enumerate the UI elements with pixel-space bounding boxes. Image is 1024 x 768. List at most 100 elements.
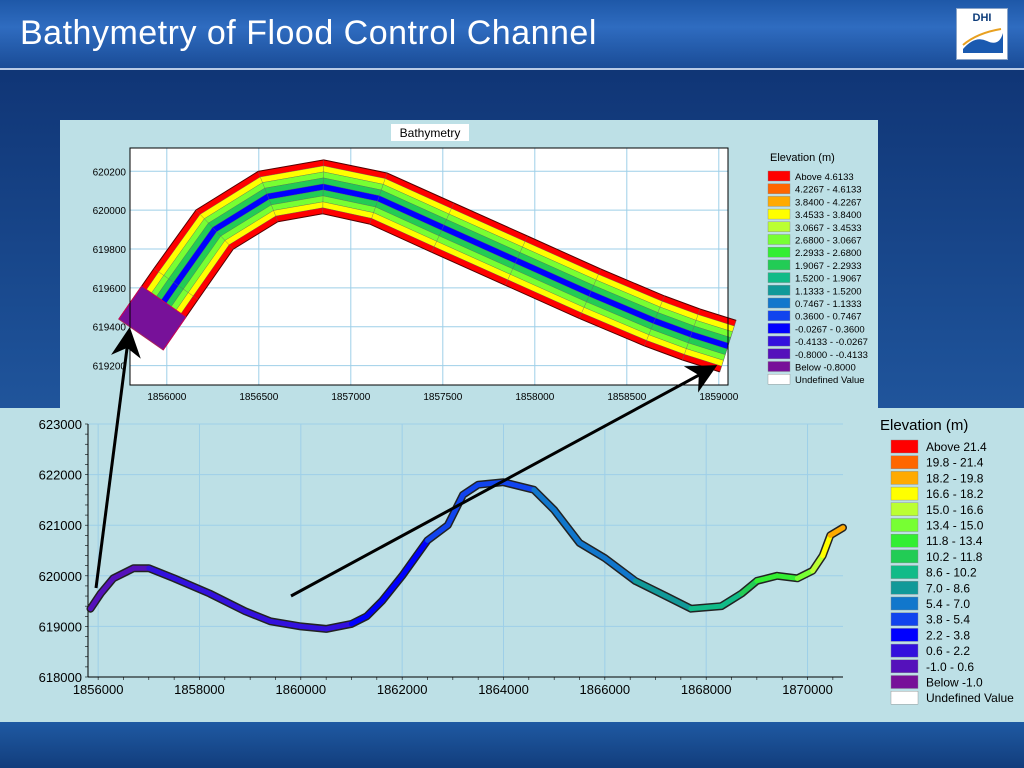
- channel-segment: [379, 573, 405, 604]
- callout-arrow-downstream: [290, 365, 718, 598]
- bottom-legend-swatch: [890, 565, 919, 579]
- bottom-y-tick-label: 619000: [39, 619, 82, 634]
- top-legend-swatch: [767, 348, 791, 359]
- bottom-legend-label: 13.4 - 15.0: [926, 519, 984, 533]
- top-y-tick-label: 619400: [93, 323, 127, 334]
- mesh-line: [682, 308, 701, 361]
- bottom-legend-label: 15.0 - 16.6: [926, 503, 984, 517]
- top-legend-label: Below -0.8000: [795, 363, 856, 374]
- mesh-line: [322, 159, 324, 214]
- bottom-legend-label: 7.0 - 8.6: [926, 581, 970, 595]
- bottom-y-tick-label: 621000: [39, 518, 82, 533]
- channel-segment: [501, 479, 537, 493]
- channel-segment: [688, 603, 724, 612]
- top-x-tick-label: 1858500: [607, 392, 646, 403]
- bottom-legend-label: 10.2 - 11.8: [926, 550, 983, 564]
- channel-segment: [754, 573, 780, 584]
- top-legend-swatch: [767, 259, 791, 271]
- footer-strip: [0, 722, 1024, 768]
- top-x-tick-label: 1857500: [423, 392, 462, 403]
- top-plot-border: [129, 147, 729, 386]
- bottom-gridlines: [88, 423, 843, 678]
- channel-segment: [577, 540, 608, 561]
- top-legend-swatch: [767, 297, 791, 309]
- mesh-line: [644, 295, 665, 347]
- top-legend-swatch: [767, 310, 791, 321]
- title-bar: Bathymetry of Flood Control Channel DHI: [0, 0, 1024, 70]
- bottom-legend-swatch: [890, 675, 919, 689]
- channel-segment: [632, 578, 669, 599]
- top-legend-label: -0.0267 - 0.3600: [795, 324, 865, 335]
- top-legend-swatch: [767, 361, 791, 372]
- bathymetry-chart: 620200 620000 619800 619600 619400 619200 185…: [93, 124, 868, 403]
- top-y-tick-label: 620200: [93, 167, 127, 178]
- mesh-line: [195, 209, 234, 250]
- top-legend-label: Undefined Value: [795, 375, 865, 386]
- top-legend-label: 1.9067 - 2.2933: [795, 261, 862, 272]
- bottom-x-tick-label: 1870000: [782, 682, 833, 697]
- bottom-legend-label: 16.6 - 18.2: [926, 487, 984, 501]
- bottom-legend-swatch: [890, 486, 919, 501]
- bottom-x-tick-label: 1866000: [580, 682, 631, 697]
- channel-segment: [207, 591, 248, 614]
- bottom-legend-swatch: [890, 612, 919, 626]
- bottom-legend-label: 11.8 - 13.4: [926, 534, 983, 548]
- bottom-legend-swatch: [890, 628, 919, 642]
- bottom-legend-swatch: [890, 439, 919, 454]
- top-legend-swatch: [767, 208, 791, 220]
- bottom-legend-swatch: [890, 691, 919, 705]
- channel-segment: [794, 568, 816, 581]
- bottom-legend-swatch: [890, 643, 919, 658]
- top-legend-label: -0.8000 - -0.4133: [795, 350, 868, 361]
- bottom-x-tick-label: 1856000: [73, 682, 124, 697]
- top-legend-swatch: [767, 183, 791, 194]
- top-x-tick-label: 1856500: [239, 392, 278, 403]
- bottom-channel-series: [86, 478, 847, 633]
- top-x-tick-label: 1859000: [699, 392, 738, 403]
- top-x-tick-label: 1857000: [331, 392, 370, 403]
- bottom-legend-label: 3.8 - 5.4: [926, 613, 970, 627]
- bottom-legend-label: 2.2 - 3.8: [926, 628, 970, 642]
- logo-text: DHI: [972, 12, 992, 24]
- top-legend-swatch: [767, 272, 791, 283]
- bottom-legend-swatch: [890, 471, 919, 485]
- channel-segment: [146, 565, 177, 581]
- bottom-legend-label: 0.6 - 2.2: [926, 644, 970, 658]
- mesh-line: [369, 172, 388, 225]
- bottom-x-tick-label: 1868000: [681, 682, 732, 697]
- bottom-legend-swatch: [890, 534, 919, 548]
- mesh-line: [257, 171, 279, 222]
- bottom-legend-label: Above 21.4: [926, 440, 987, 454]
- top-legend-swatch: [767, 246, 791, 258]
- top-legend-swatch: [767, 196, 791, 207]
- bottom-legend-swatch: [890, 518, 919, 532]
- top-x-ticks: 1856000 1856500 1857000 1857500 1858000 18585…: [147, 392, 738, 403]
- bottom-x-tick-label: 1858000: [174, 682, 225, 697]
- top-legend-label: 3.8400 - 4.2267: [795, 197, 862, 208]
- top-legend-swatch: [767, 335, 791, 347]
- top-legend-label: 2.2933 - 2.6800: [795, 248, 862, 259]
- bottom-legend-swatch: [890, 549, 919, 564]
- channel-segment: [663, 593, 694, 612]
- channel-segment: [739, 578, 760, 597]
- top-y-tick-label: 619200: [93, 362, 127, 373]
- channel-overview-panel: [0, 408, 1024, 722]
- logo-wave-icon: [962, 28, 1003, 53]
- bottom-y-tick-label: 623000: [39, 417, 82, 432]
- bottom-legend-title: Elevation (m): [880, 417, 968, 434]
- bottom-y-tick-label: 620000: [39, 569, 82, 584]
- top-legend-label: -0.4133 - -0.0267: [795, 337, 868, 348]
- top-x-tick-label: 1856000: [147, 392, 186, 403]
- mesh-line: [579, 268, 601, 319]
- channel-segment: [323, 621, 354, 632]
- top-legend-label: 3.4533 - 3.8400: [795, 210, 862, 221]
- channel-overview-chart: 623000 622000 621000 620000 619000 618000 185…: [39, 417, 1015, 705]
- top-legend-label: 1.1333 - 1.5200: [795, 286, 862, 297]
- bottom-legend-label: -1.0 - 0.6: [926, 660, 974, 674]
- channel-segment: [88, 591, 104, 612]
- channel-segment: [827, 525, 846, 538]
- channel-segment: [820, 532, 833, 559]
- top-legend-swatch: [767, 323, 791, 334]
- bottom-y-ticks: 623000 622000 621000 620000 619000 618000: [39, 417, 82, 685]
